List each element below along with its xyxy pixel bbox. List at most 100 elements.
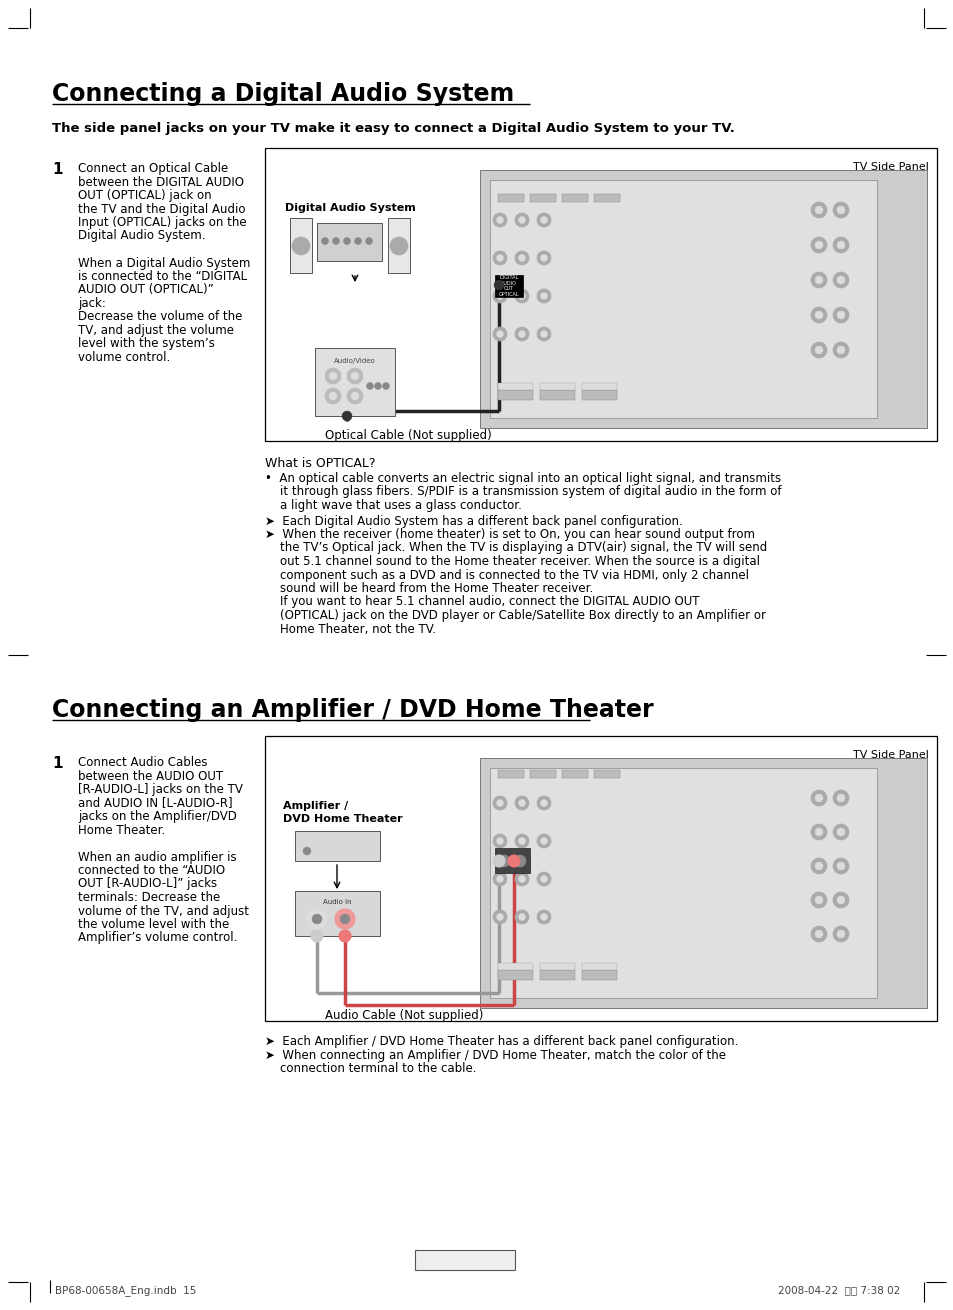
Circle shape bbox=[832, 858, 848, 874]
Circle shape bbox=[814, 276, 822, 284]
Circle shape bbox=[518, 875, 525, 883]
Bar bbox=[497, 770, 523, 778]
Circle shape bbox=[810, 824, 826, 840]
Circle shape bbox=[518, 837, 525, 845]
Bar bbox=[415, 1250, 515, 1269]
Circle shape bbox=[507, 855, 519, 867]
Circle shape bbox=[814, 896, 822, 904]
Text: Decrease the volume of the: Decrease the volume of the bbox=[78, 310, 242, 324]
Bar bbox=[479, 758, 926, 1007]
Text: 2008-04-22  오후 7:38 02: 2008-04-22 오후 7:38 02 bbox=[777, 1285, 899, 1296]
Text: When a Digital Audio System: When a Digital Audio System bbox=[78, 257, 250, 270]
Text: a light wave that uses a glass conductor.: a light wave that uses a glass conductor… bbox=[265, 499, 521, 512]
Circle shape bbox=[832, 272, 848, 288]
Circle shape bbox=[496, 292, 503, 300]
Circle shape bbox=[810, 790, 826, 806]
Circle shape bbox=[365, 237, 372, 245]
Circle shape bbox=[515, 290, 529, 303]
Circle shape bbox=[832, 892, 848, 908]
Circle shape bbox=[292, 237, 310, 255]
Circle shape bbox=[338, 930, 351, 942]
Text: between the DIGITAL AUDIO: between the DIGITAL AUDIO bbox=[78, 176, 244, 189]
Circle shape bbox=[518, 254, 525, 262]
Circle shape bbox=[836, 206, 844, 214]
Circle shape bbox=[515, 872, 529, 886]
Bar bbox=[294, 831, 379, 861]
Circle shape bbox=[321, 237, 328, 245]
Circle shape bbox=[493, 796, 506, 810]
Text: Home Theater, not the TV.: Home Theater, not the TV. bbox=[265, 622, 436, 635]
Circle shape bbox=[496, 837, 503, 845]
Circle shape bbox=[537, 290, 551, 303]
Bar bbox=[290, 217, 312, 272]
Circle shape bbox=[810, 237, 826, 253]
Bar bbox=[530, 194, 556, 202]
Text: Input (OPTICAL) jacks on the: Input (OPTICAL) jacks on the bbox=[78, 216, 247, 229]
Text: volume of the TV, and adjust: volume of the TV, and adjust bbox=[78, 904, 249, 917]
Bar bbox=[594, 770, 619, 778]
Text: English - 15: English - 15 bbox=[428, 1252, 501, 1265]
Text: DVD Home Theater: DVD Home Theater bbox=[283, 814, 402, 824]
Circle shape bbox=[836, 241, 844, 249]
Circle shape bbox=[537, 910, 551, 924]
Bar bbox=[265, 148, 936, 441]
Text: level with the system’s: level with the system’s bbox=[78, 338, 214, 351]
Circle shape bbox=[836, 794, 844, 802]
Circle shape bbox=[836, 862, 844, 870]
Bar bbox=[539, 969, 575, 980]
Circle shape bbox=[814, 346, 822, 354]
Text: jacks on the Amplifier/DVD: jacks on the Amplifier/DVD bbox=[78, 810, 236, 823]
Circle shape bbox=[307, 909, 327, 929]
Text: The side panel jacks on your TV make it easy to connect a Digital Audio System t: The side panel jacks on your TV make it … bbox=[52, 122, 734, 135]
Circle shape bbox=[540, 216, 547, 224]
Text: jack:: jack: bbox=[78, 297, 106, 310]
Text: sound will be heard from the Home Theater receiver.: sound will be heard from the Home Theate… bbox=[265, 582, 593, 595]
Circle shape bbox=[540, 875, 547, 883]
Circle shape bbox=[836, 276, 844, 284]
Circle shape bbox=[814, 862, 822, 870]
Circle shape bbox=[515, 796, 529, 810]
Circle shape bbox=[814, 828, 822, 836]
Circle shape bbox=[496, 216, 503, 224]
Circle shape bbox=[515, 834, 529, 848]
Bar bbox=[497, 963, 533, 969]
Circle shape bbox=[515, 910, 529, 924]
Circle shape bbox=[496, 875, 503, 883]
Bar bbox=[539, 963, 575, 969]
Text: Home Theater.: Home Theater. bbox=[78, 824, 165, 837]
Circle shape bbox=[537, 214, 551, 227]
Text: Connect Audio Cables: Connect Audio Cables bbox=[78, 756, 208, 769]
Circle shape bbox=[518, 799, 525, 807]
Text: ➤  Each Digital Audio System has a different back panel configuration.: ➤ Each Digital Audio System has a differ… bbox=[265, 515, 682, 528]
Circle shape bbox=[496, 799, 503, 807]
Circle shape bbox=[810, 858, 826, 874]
Circle shape bbox=[496, 254, 503, 262]
Circle shape bbox=[832, 790, 848, 806]
Text: If you want to hear 5.1 channel audio, connect the DIGITAL AUDIO OUT: If you want to hear 5.1 channel audio, c… bbox=[265, 596, 699, 609]
Text: •  An optical cable converts an electric signal into an optical light signal, an: • An optical cable converts an electric … bbox=[265, 472, 781, 485]
Bar bbox=[497, 194, 523, 202]
Circle shape bbox=[329, 372, 336, 380]
Text: volume control.: volume control. bbox=[78, 351, 170, 364]
Circle shape bbox=[540, 330, 547, 338]
Circle shape bbox=[814, 206, 822, 214]
Bar bbox=[316, 223, 381, 261]
Circle shape bbox=[347, 368, 363, 384]
Bar bbox=[497, 383, 533, 390]
Text: What is OPTICAL?: What is OPTICAL? bbox=[265, 457, 375, 470]
Circle shape bbox=[339, 914, 350, 924]
Text: ➤  Each Amplifier / DVD Home Theater has a different back panel configuration.: ➤ Each Amplifier / DVD Home Theater has … bbox=[265, 1035, 738, 1048]
Circle shape bbox=[493, 855, 504, 867]
Bar bbox=[265, 736, 936, 1020]
Text: Connecting an Amplifier / DVD Home Theater: Connecting an Amplifier / DVD Home Theat… bbox=[52, 698, 653, 722]
Circle shape bbox=[810, 892, 826, 908]
Text: Amplifier /: Amplifier / bbox=[283, 800, 348, 811]
Text: connection terminal to the cable.: connection terminal to the cable. bbox=[265, 1062, 476, 1076]
Circle shape bbox=[836, 896, 844, 904]
Bar bbox=[581, 390, 617, 400]
Circle shape bbox=[325, 388, 340, 403]
Text: Connect an Optical Cable: Connect an Optical Cable bbox=[78, 162, 228, 176]
Bar bbox=[490, 179, 876, 418]
Circle shape bbox=[518, 913, 525, 921]
Text: out 5.1 channel sound to the Home theater receiver. When the source is a digital: out 5.1 channel sound to the Home theate… bbox=[265, 555, 760, 569]
